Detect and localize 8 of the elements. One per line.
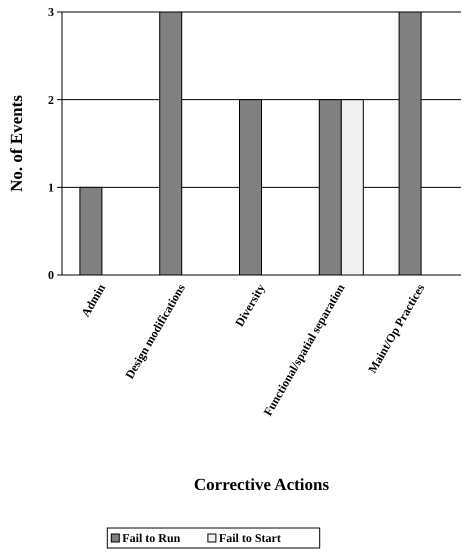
legend-label: Fail to Start [218, 531, 281, 546]
x-axis-title: Corrective Actions [194, 475, 330, 494]
y-tick-label: 3 [48, 5, 54, 20]
y-tick-label: 2 [48, 92, 54, 107]
y-axis-title: No. of Events [7, 94, 26, 192]
legend-label: Fail to Run [122, 531, 181, 546]
y-tick-label: 1 [48, 180, 54, 195]
y-tick-label: 0 [48, 268, 54, 282]
